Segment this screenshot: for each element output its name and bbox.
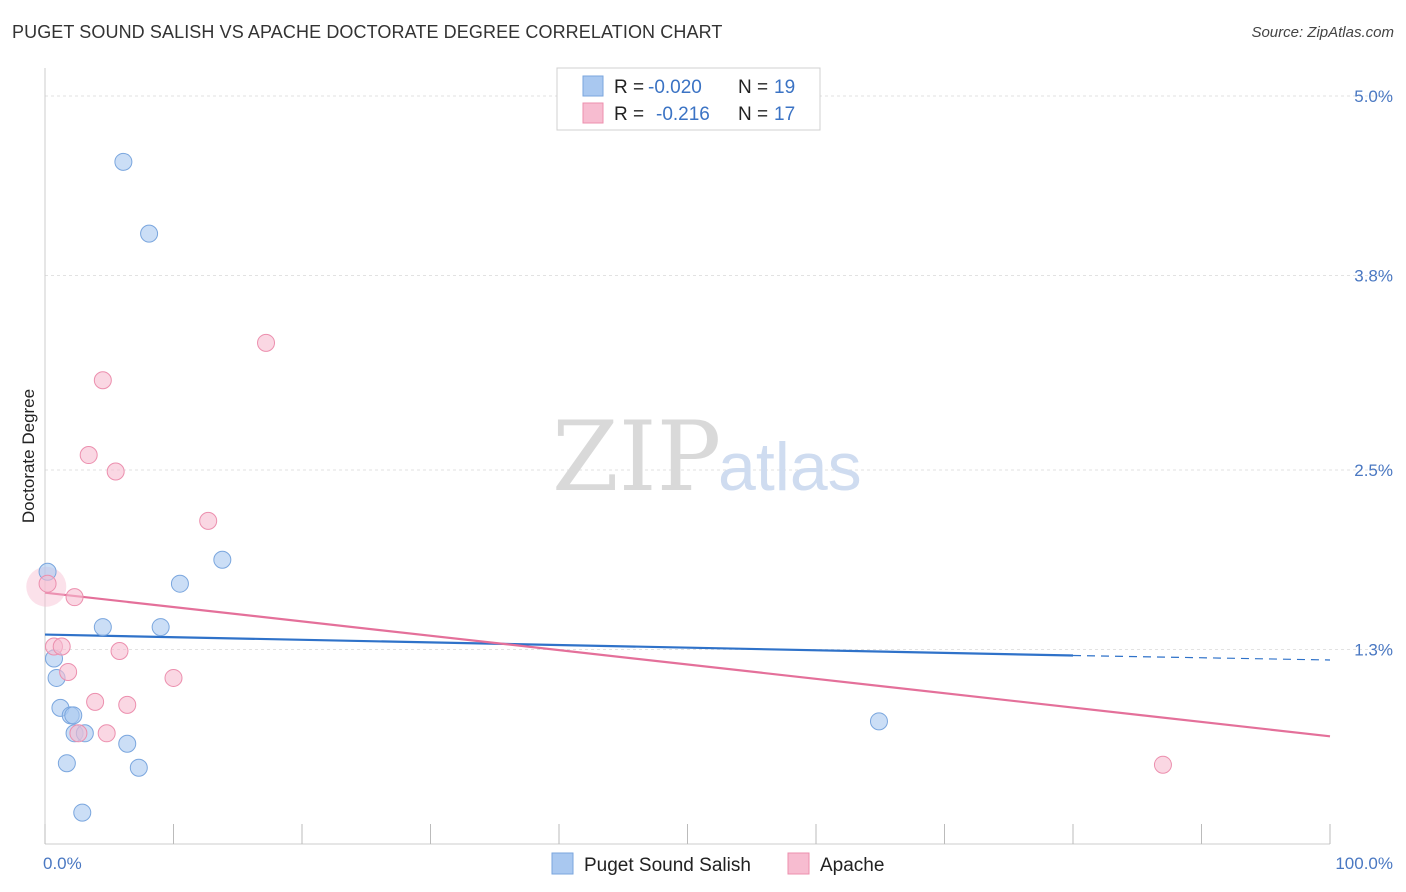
y-tick-label-3: 5.0% bbox=[1354, 87, 1393, 106]
apache-point-12 bbox=[86, 692, 105, 711]
puget-point-0 bbox=[114, 152, 133, 171]
apache-point-3 bbox=[106, 462, 125, 481]
legend-n-label-puget: N = bbox=[738, 77, 768, 98]
apache-point-0 bbox=[257, 333, 276, 352]
x-tick-label-start: 0.0% bbox=[43, 854, 82, 873]
legend-n-label-apache: N = bbox=[738, 104, 768, 125]
puget-point-16 bbox=[57, 754, 76, 773]
legend-r-label-apache: R = bbox=[614, 104, 644, 125]
y-tick-labels: 1.3% 2.5% 3.8% 5.0% bbox=[1354, 87, 1393, 660]
puget-trend-extension bbox=[1072, 654, 1331, 661]
legend-swatch-puget bbox=[582, 75, 604, 97]
puget-point-17 bbox=[129, 758, 148, 777]
legend-r-label-puget: R = bbox=[614, 77, 644, 98]
watermark-atlas: atlas bbox=[718, 429, 862, 505]
puget-point-5 bbox=[93, 618, 112, 637]
legend-n-value-apache: 17 bbox=[774, 104, 795, 125]
puget-point-18 bbox=[73, 803, 92, 822]
data-points bbox=[26, 152, 1172, 822]
apache-point-9 bbox=[110, 642, 129, 661]
legend-r-value-apache: -0.216 bbox=[656, 104, 710, 125]
puget-point-11 bbox=[64, 706, 83, 725]
legend-r-value-puget: -0.020 bbox=[648, 77, 702, 98]
y-axis-title: Doctorate Degree bbox=[19, 389, 38, 523]
legend-swatch-apache bbox=[582, 102, 604, 124]
y-tick-label-1: 2.5% bbox=[1354, 461, 1393, 480]
apache-point-13 bbox=[118, 695, 137, 714]
bottom-legend-label-apache: Apache bbox=[820, 855, 884, 876]
bottom-legend-swatch-puget bbox=[551, 852, 574, 875]
bottom-legend-swatch-apache bbox=[787, 852, 810, 875]
apache-point-6 bbox=[65, 588, 84, 607]
y-tick-label-2: 3.8% bbox=[1354, 267, 1393, 286]
apache-trend-line bbox=[44, 591, 1331, 738]
watermark-zip: ZIP bbox=[552, 401, 721, 513]
apache-point-14 bbox=[97, 724, 116, 743]
legend-n-value-puget: 19 bbox=[774, 77, 795, 98]
apache-point-15 bbox=[69, 724, 88, 743]
x-tick-label-end: 100.0% bbox=[1335, 854, 1393, 873]
trend-lines bbox=[44, 591, 1331, 738]
watermark: ZIP atlas bbox=[552, 401, 862, 513]
apache-point-16 bbox=[1153, 755, 1172, 774]
gridlines bbox=[45, 95, 1392, 651]
puget-point-6 bbox=[151, 618, 170, 637]
series-legend: Puget Sound Salish Apache bbox=[551, 852, 884, 876]
apache-point-2 bbox=[79, 446, 98, 465]
stats-legend: R = -0.020 N = 19 R = -0.216 N = 17 bbox=[556, 67, 821, 131]
puget-point-15 bbox=[869, 712, 888, 731]
apache-point-8 bbox=[52, 637, 71, 656]
apache-point-10 bbox=[59, 662, 78, 681]
x-tick-labels: 0.0% 100.0% bbox=[43, 854, 1393, 873]
puget-point-14 bbox=[118, 734, 137, 753]
apache-point-5 bbox=[38, 574, 57, 593]
puget-point-1 bbox=[140, 224, 159, 243]
source-label: Source: ZipAtlas.com bbox=[1251, 24, 1394, 41]
puget-trend-line bbox=[44, 633, 1074, 657]
axes bbox=[44, 68, 1331, 845]
y-tick-label-0: 1.3% bbox=[1354, 641, 1393, 660]
apache-point-11 bbox=[164, 668, 183, 687]
puget-point-3 bbox=[213, 550, 232, 569]
puget-point-4 bbox=[170, 574, 189, 593]
apache-point-1 bbox=[93, 371, 112, 390]
bottom-legend-label-puget: Puget Sound Salish bbox=[584, 855, 751, 876]
chart-title: PUGET SOUND SALISH VS APACHE DOCTORATE D… bbox=[12, 22, 723, 42]
apache-point-4 bbox=[199, 511, 218, 530]
